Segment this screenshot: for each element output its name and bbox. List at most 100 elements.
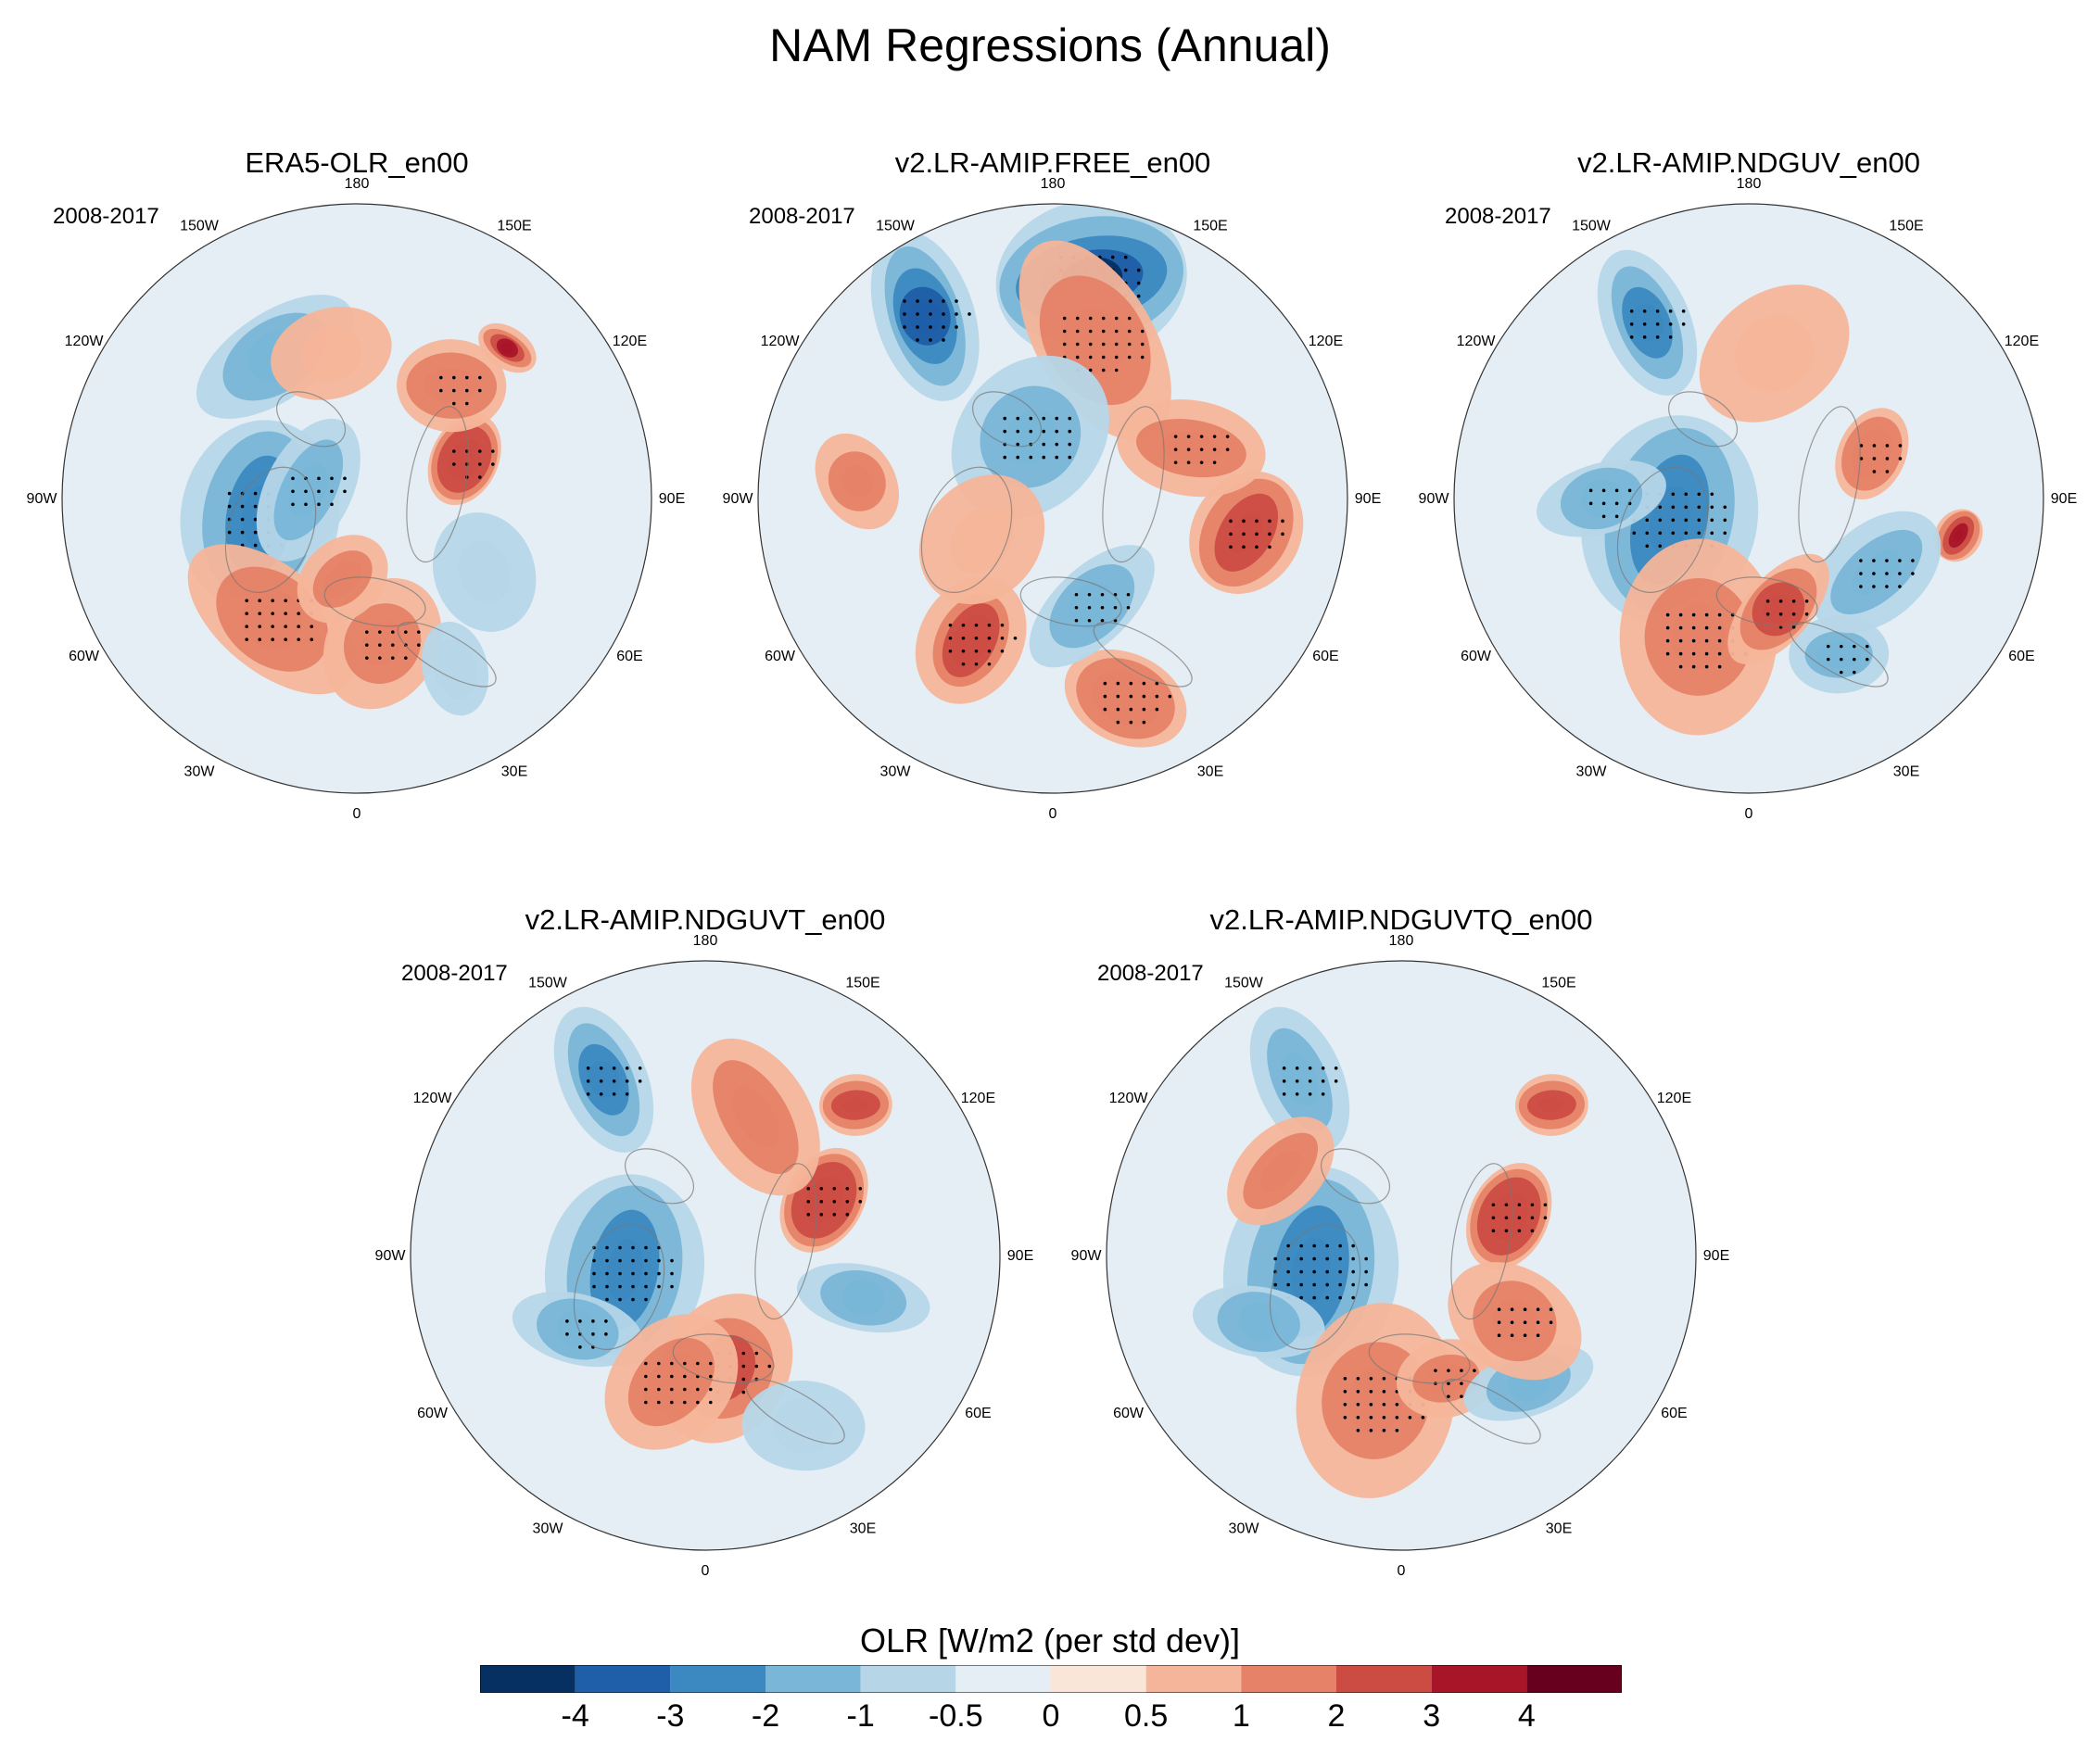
significance-stipple: [586, 1066, 642, 1096]
longitude-label: 150E: [1889, 219, 1923, 234]
anomaly-region: [1064, 650, 1187, 748]
map-border: [410, 960, 1001, 1551]
map-border: [61, 203, 652, 794]
anomaly-region: [870, 231, 980, 401]
anomaly-region: [1835, 408, 1909, 500]
significance-stipple: [1497, 1307, 1553, 1338]
anomaly-region: [741, 1380, 866, 1471]
longitude-label: 30W: [184, 763, 216, 779]
longitude-label: 120E: [2005, 334, 2039, 349]
longitude-label: 60E: [2008, 649, 2034, 664]
anomaly-region: [1227, 1117, 1335, 1226]
longitude-label: 30W: [533, 1521, 564, 1536]
polar-map: 180 150E 120E 90E 60E 30E 0 30W 60W 90W 120W 150W: [1071, 933, 1730, 1579]
period-label: 2008-2017: [1445, 204, 1551, 229]
significance-stipple: [1826, 644, 1869, 675]
polar-map: 180 150E 120E 90E 60E 30E 0 30W 60W 90W 120W 150W: [1419, 176, 2078, 822]
coastlines: [573, 1148, 845, 1445]
colorbar-swatch: [575, 1665, 671, 1693]
anomaly-region: [604, 1314, 739, 1450]
longitude-label: 90W: [1419, 491, 1450, 507]
panel-ndguv: v2.LR-AMIP.NDGUV_en00 2008-2017 180 150E 1…: [1415, 146, 2082, 851]
longitude-label: 30E: [501, 763, 527, 779]
longitude-label: 90W: [1071, 1248, 1103, 1264]
colorbar-swatch: [670, 1665, 765, 1693]
anomaly-region: [779, 1147, 868, 1253]
significance-stipple: [1859, 444, 1903, 473]
panel-ndguvtq: v2.LR-AMIP.NDGUVTQ_en00 2008-2017 180 150…: [1068, 903, 1735, 1608]
coastlines: [224, 391, 497, 688]
longitude-label: 90E: [1007, 1248, 1033, 1264]
colorbar-tick-label: -4: [561, 1698, 589, 1734]
anomaly-region: [271, 307, 392, 400]
significance-stipple: [365, 630, 421, 660]
anomaly-region: [1619, 538, 1777, 736]
panel-title: v2.LR-AMIP.NDGUV_en00: [1577, 146, 1920, 179]
anomaly-region: [815, 433, 899, 530]
anomaly-region: [1933, 509, 1983, 562]
anomaly-region: [1727, 553, 1829, 665]
colorbar-swatch: [480, 1665, 576, 1693]
significance-stipple: [903, 299, 971, 342]
colorbar-swatch: [1051, 1665, 1146, 1693]
longitude-label: 60W: [417, 1406, 449, 1421]
longitude-label: 150W: [1572, 219, 1612, 234]
longitude-label: 0: [1049, 806, 1057, 822]
panel-title: v2.LR-AMIP.NDGUVT_en00: [525, 903, 886, 936]
anomaly-region: [796, 1263, 930, 1333]
longitude-label: 30W: [880, 763, 912, 779]
longitude-label: 120E: [613, 334, 647, 349]
polar-map: 180 150E 120E 90E 60E 30E 0 30W 60W 90W 120W 150W: [27, 176, 686, 822]
significance-stipple: [1588, 488, 1632, 519]
longitude-label: 0: [1398, 1563, 1406, 1579]
significance-stipple: [1273, 1243, 1368, 1300]
colorbar-swatch: [955, 1665, 1051, 1693]
panel-title: v2.LR-AMIP.NDGUVTQ_en00: [1209, 903, 1593, 936]
anomaly-region: [915, 576, 1027, 704]
colorbar-tick-label: -3: [656, 1698, 685, 1734]
anomaly-region: [256, 418, 361, 562]
longitude-label: 150E: [1193, 219, 1227, 234]
panel-title: v2.LR-AMIP.FREE_en00: [894, 146, 1211, 179]
longitude-label: 150E: [845, 976, 879, 991]
significance-stipple: [592, 1245, 674, 1302]
anomaly-region: [432, 512, 537, 632]
period-label: 2008-2017: [53, 204, 159, 229]
significance-stipple: [1003, 416, 1072, 460]
longitude-label: 30E: [1197, 763, 1223, 779]
significance-stipple: [1074, 592, 1131, 623]
anomaly-region: [1537, 460, 1666, 537]
longitude-label: 30W: [1229, 1521, 1260, 1536]
coastlines: [1616, 391, 1889, 688]
anomaly-region: [1189, 471, 1304, 594]
significance-stipple: [644, 1361, 713, 1405]
panel-era5: ERA5-OLR_en00 2008-2017 180 150E 120E 90E 60…: [23, 146, 690, 851]
map-border: [1453, 203, 2044, 794]
map-border: [757, 203, 1348, 794]
longitude-label: 60W: [765, 649, 796, 664]
longitude-label: 60E: [1661, 1406, 1687, 1421]
anomaly-region: [1699, 284, 1850, 423]
significance-stipple: [1629, 309, 1686, 339]
longitude-label: 30E: [1546, 1521, 1572, 1536]
longitude-label: 90W: [27, 491, 58, 507]
figure-title: NAM Regressions (Annual): [769, 19, 1331, 71]
anomaly-region: [819, 1074, 892, 1136]
anomaly-region: [1515, 1074, 1588, 1136]
polar-map: 180 150E 120E 90E 60E 30E 0 30W 60W 90W 120W 150W: [375, 933, 1034, 1579]
longitude-label: 60E: [1312, 649, 1338, 664]
colorbar-tick-label: 0: [1042, 1698, 1060, 1734]
period-label: 2008-2017: [1097, 961, 1204, 986]
significance-stipple: [1859, 559, 1915, 588]
longitude-label: 30W: [1576, 763, 1608, 779]
panel-free: v2.LR-AMIP.FREE_en00 2008-2017 180 150E 12…: [719, 146, 1386, 851]
significance-stipple: [1765, 599, 1809, 629]
coastlines: [1269, 1148, 1541, 1445]
panel-title: ERA5-OLR_en00: [245, 146, 469, 179]
longitude-label: 0: [353, 806, 361, 822]
longitude-label: 120W: [761, 334, 801, 349]
significance-stipple: [565, 1319, 608, 1349]
longitude-label: 120W: [1109, 1091, 1149, 1106]
longitude-label: 90E: [2051, 491, 2077, 507]
longitude-label: 120W: [1457, 334, 1497, 349]
